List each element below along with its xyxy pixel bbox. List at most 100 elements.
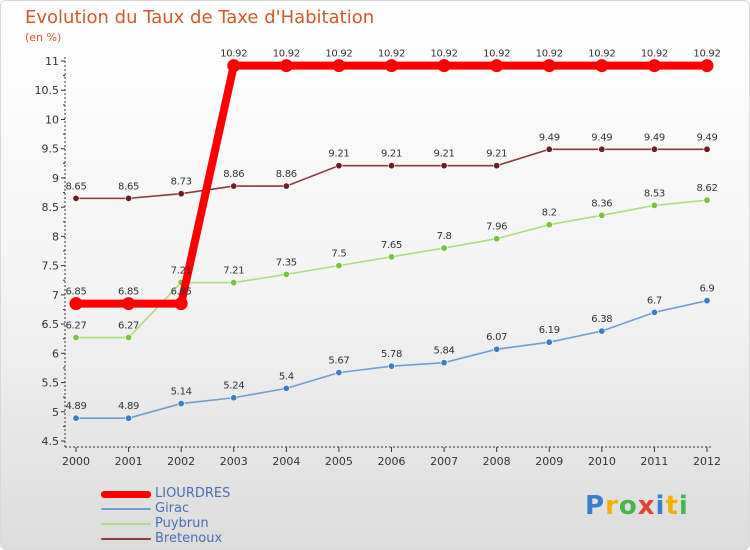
data-label-bretenoux: 8.73 bbox=[171, 177, 192, 188]
data-label-girac: 5.14 bbox=[171, 387, 192, 398]
data-point-liourdres bbox=[227, 59, 241, 73]
data-label-bretenoux: 9.21 bbox=[434, 149, 455, 160]
data-point-puybrun bbox=[125, 334, 133, 342]
y-tick-label: 5.5 bbox=[42, 377, 60, 390]
y-tick-label: 6 bbox=[52, 347, 59, 360]
y-tick-label: 10.5 bbox=[35, 84, 60, 97]
data-point-girac bbox=[230, 394, 238, 402]
x-tick-label: 2009 bbox=[535, 455, 563, 468]
data-label-liourdres: 10.92 bbox=[483, 49, 510, 60]
data-label-liourdres: 10.92 bbox=[693, 49, 720, 60]
data-point-liourdres bbox=[69, 297, 83, 311]
data-point-puybrun bbox=[440, 244, 448, 252]
logo-letter: x bbox=[637, 491, 656, 521]
data-label-puybrun: 7.65 bbox=[381, 240, 402, 251]
y-tick-label: 8 bbox=[52, 230, 59, 243]
logo-letter: i bbox=[655, 491, 666, 521]
legend-label-puybrun: Puybrun bbox=[155, 516, 209, 531]
data-label-girac: 4.89 bbox=[65, 401, 86, 412]
data-label-liourdres: 10.92 bbox=[325, 49, 352, 60]
data-label-girac: 6.07 bbox=[486, 332, 507, 343]
data-point-puybrun bbox=[703, 196, 711, 204]
data-label-puybrun: 7.35 bbox=[276, 257, 297, 268]
data-label-bretenoux: 8.65 bbox=[118, 181, 139, 192]
legend-swatch-bretenoux bbox=[101, 538, 151, 540]
data-point-bretenoux bbox=[440, 162, 448, 170]
data-point-bretenoux bbox=[230, 182, 238, 190]
data-point-liourdres bbox=[332, 59, 346, 73]
proxiti-logo: Proxiti bbox=[585, 491, 689, 521]
data-label-puybrun: 7.21 bbox=[171, 266, 192, 277]
data-point-bretenoux bbox=[703, 145, 711, 153]
data-point-liourdres bbox=[385, 59, 398, 73]
x-tick-label: 2003 bbox=[220, 455, 248, 468]
data-label-girac: 5.84 bbox=[434, 346, 455, 357]
x-tick-label: 2001 bbox=[115, 455, 143, 468]
logo-letter: i bbox=[678, 491, 689, 521]
data-point-girac bbox=[177, 400, 185, 408]
data-point-girac bbox=[493, 345, 501, 353]
data-point-liourdres bbox=[122, 297, 136, 311]
data-label-liourdres: 10.92 bbox=[588, 49, 615, 60]
legend-label-girac: Girac bbox=[155, 501, 190, 516]
data-label-liourdres: 6.85 bbox=[171, 287, 192, 298]
data-label-puybrun: 6.27 bbox=[65, 321, 86, 332]
data-point-girac bbox=[72, 414, 80, 422]
legend-label-bretenoux: Bretenoux bbox=[155, 531, 223, 546]
data-label-bretenoux: 8.86 bbox=[276, 169, 297, 180]
y-tick-label: 9 bbox=[52, 172, 59, 185]
data-point-liourdres bbox=[700, 59, 714, 73]
data-point-liourdres bbox=[437, 59, 451, 73]
logo-letter: P bbox=[585, 491, 606, 521]
data-point-girac bbox=[650, 308, 658, 316]
x-tick-label: 2004 bbox=[272, 455, 300, 468]
x-tick-label: 2000 bbox=[62, 455, 90, 468]
data-label-girac: 4.89 bbox=[118, 401, 139, 412]
data-label-puybrun: 8.53 bbox=[644, 188, 665, 199]
data-point-liourdres bbox=[174, 297, 188, 311]
data-point-girac bbox=[282, 384, 290, 392]
y-tick-label: 6.5 bbox=[42, 318, 60, 331]
data-point-liourdres bbox=[279, 59, 293, 73]
data-point-bretenoux bbox=[282, 182, 290, 190]
data-point-bretenoux bbox=[387, 162, 395, 170]
x-tick-label: 2010 bbox=[588, 455, 616, 468]
data-label-girac: 6.9 bbox=[699, 284, 714, 295]
data-point-liourdres bbox=[647, 59, 661, 73]
data-label-liourdres: 10.92 bbox=[536, 49, 563, 60]
legend-label-liourdres: LIOURDRES bbox=[155, 486, 231, 501]
data-label-puybrun: 8.36 bbox=[591, 198, 612, 209]
y-tick-label: 5 bbox=[52, 406, 59, 419]
data-point-girac bbox=[703, 297, 711, 305]
data-point-bretenoux bbox=[545, 145, 553, 153]
data-label-liourdres: 10.92 bbox=[273, 49, 300, 60]
x-tick-label: 2002 bbox=[167, 455, 195, 468]
y-tick-label: 11 bbox=[45, 55, 59, 68]
data-label-bretenoux: 9.21 bbox=[328, 149, 349, 160]
data-label-bretenoux: 9.49 bbox=[696, 132, 717, 143]
data-label-liourdres: 10.92 bbox=[431, 49, 458, 60]
data-point-liourdres bbox=[542, 59, 556, 73]
data-label-liourdres: 10.92 bbox=[641, 49, 668, 60]
data-point-girac bbox=[125, 414, 133, 422]
legend-swatch-puybrun bbox=[101, 523, 151, 525]
data-point-bretenoux bbox=[598, 145, 606, 153]
y-tick-label: 9.5 bbox=[42, 143, 60, 156]
data-label-puybrun: 8.2 bbox=[542, 208, 557, 219]
data-label-puybrun: 6.27 bbox=[118, 321, 139, 332]
data-point-girac bbox=[440, 359, 448, 367]
data-label-girac: 5.4 bbox=[279, 371, 294, 382]
data-label-bretenoux: 8.86 bbox=[223, 169, 244, 180]
y-tick-label: 4.5 bbox=[42, 435, 60, 448]
data-label-girac: 6.38 bbox=[591, 314, 612, 325]
data-label-bretenoux: 9.49 bbox=[644, 132, 665, 143]
data-point-puybrun bbox=[387, 253, 395, 261]
data-point-bretenoux bbox=[493, 162, 501, 170]
data-label-liourdres: 10.92 bbox=[378, 49, 405, 60]
data-point-bretenoux bbox=[335, 162, 343, 170]
data-label-liourdres: 6.85 bbox=[118, 287, 139, 298]
logo-letter: t bbox=[665, 491, 679, 521]
data-point-bretenoux bbox=[650, 145, 658, 153]
